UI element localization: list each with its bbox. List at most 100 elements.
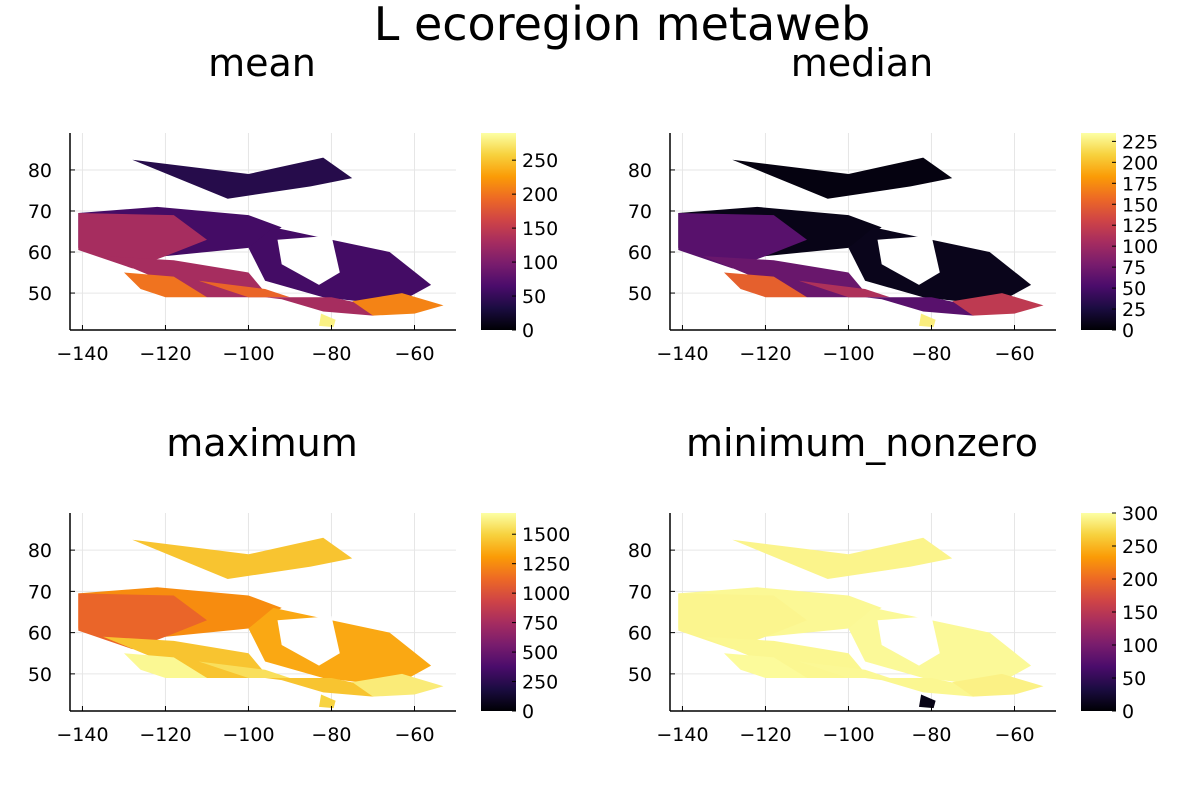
colorbar-tick-label: 0 — [1122, 701, 1134, 723]
colorbar-tick-label: 1000 — [522, 583, 570, 605]
y-tick-label: 60 — [28, 623, 52, 645]
y-tick-label: 80 — [628, 160, 652, 182]
colorbar-tick-label: 0 — [522, 320, 534, 342]
region-8 — [952, 673, 1044, 697]
region-8 — [352, 293, 444, 316]
region-0 — [132, 537, 353, 579]
colorbar-tick-label: 150 — [522, 218, 558, 240]
region-2 — [678, 213, 807, 269]
y-tick-label: 60 — [628, 242, 652, 264]
y-tick-label: 60 — [28, 242, 52, 264]
x-tick-label: −60 — [394, 343, 434, 365]
y-tick-label: 50 — [628, 664, 652, 686]
x-tick-label: −60 — [994, 724, 1034, 746]
x-tick-label: −60 — [994, 343, 1034, 365]
y-tick-label: 70 — [28, 201, 52, 223]
region-8 — [352, 673, 444, 697]
colorbar-tick-label: 200 — [1122, 152, 1158, 174]
nodata-region-0 — [877, 616, 940, 666]
colorbar-tick-label: 300 — [1122, 503, 1158, 525]
region-2 — [78, 213, 207, 269]
x-tick-label: −140 — [56, 343, 108, 365]
colorbar-tick-label: 250 — [522, 672, 558, 694]
colorbar-tick-label: 100 — [522, 252, 558, 274]
x-tick-label: −100 — [222, 724, 274, 746]
region-6 — [198, 280, 290, 298]
x-tick-label: −80 — [311, 343, 351, 365]
region-8 — [952, 293, 1044, 316]
subplot-title: maximum — [166, 421, 357, 465]
region-6 — [798, 280, 890, 298]
colorbar-tick-label: 25 — [1122, 299, 1146, 321]
region-0 — [132, 157, 353, 199]
colorbar-tick-label: 50 — [1122, 278, 1146, 300]
colorbar — [481, 133, 516, 330]
y-tick-label: 70 — [628, 581, 652, 603]
y-tick-label: 50 — [28, 283, 52, 305]
nodata-region-0 — [277, 616, 340, 666]
colorbar-tick-label: 200 — [522, 184, 558, 206]
colorbar-tick-label: 250 — [1122, 536, 1158, 558]
panel-3: −140 −120 −100 −80 −60 50 60 70 80 minimum_nonzer… — [628, 421, 1158, 746]
colorbar-tick-label: 0 — [1122, 320, 1134, 342]
x-tick-label: −140 — [56, 724, 108, 746]
region-6 — [798, 661, 890, 678]
colorbar-tick-label: 125 — [1122, 215, 1158, 237]
panel-0: −140 −120 −100 −80 −60 50 60 70 80 mean 0 50 100 150 2… — [28, 41, 558, 365]
subplot-title: minimum_nonzero — [686, 421, 1038, 465]
y-tick-label: 70 — [628, 201, 652, 223]
colorbar-tick-label: 500 — [522, 642, 558, 664]
y-tick-label: 50 — [628, 283, 652, 305]
region-9 — [919, 313, 936, 328]
region-5 — [724, 653, 807, 678]
region-9 — [919, 694, 936, 709]
y-tick-label: 80 — [28, 160, 52, 182]
panel-1: −140 −120 −100 −80 −6050607080median02550751… — [628, 41, 1158, 365]
x-tick-label: −120 — [139, 343, 191, 365]
x-tick-label: −100 — [222, 343, 274, 365]
colorbar-tick-label: 200 — [1122, 569, 1158, 591]
x-tick-label: −80 — [311, 724, 351, 746]
y-tick-label: 70 — [28, 581, 52, 603]
nodata-region-0 — [277, 235, 340, 285]
region-0 — [732, 157, 953, 199]
region-2 — [678, 593, 807, 650]
region-5 — [724, 272, 807, 298]
x-tick-label: −120 — [739, 343, 791, 365]
colorbar-tick-label: 50 — [522, 286, 546, 308]
colorbar — [481, 513, 516, 711]
colorbar — [1081, 133, 1116, 330]
x-tick-label: −80 — [911, 724, 951, 746]
colorbar-tick-label: 50 — [1122, 668, 1146, 690]
x-tick-label: −140 — [656, 343, 708, 365]
colorbar-tick-label: 75 — [1122, 257, 1146, 279]
region-9 — [319, 313, 336, 328]
subplot-title: mean — [208, 41, 316, 85]
y-tick-label: 80 — [628, 540, 652, 562]
x-tick-label: −120 — [139, 724, 191, 746]
colorbar-tick-label: 150 — [1122, 194, 1158, 216]
colorbar-tick-label: 150 — [1122, 602, 1158, 624]
panel-2: −140 −120 −100 −80 −60 50 60 70 80 maximum 0 250 500… — [28, 421, 571, 746]
colorbar-tick-label: 250 — [522, 150, 558, 172]
x-tick-label: −100 — [822, 724, 874, 746]
colorbar-tick-label: 100 — [1122, 635, 1158, 657]
region-5 — [124, 653, 207, 678]
colorbar-tick-label: 1250 — [522, 554, 570, 576]
x-tick-label: −120 — [739, 724, 791, 746]
region-6 — [198, 661, 290, 678]
colorbar-tick-label: 1500 — [522, 524, 570, 546]
region-5 — [124, 272, 207, 298]
region-9 — [319, 694, 336, 709]
colorbar-tick-label: 750 — [522, 613, 558, 635]
x-tick-label: −60 — [394, 724, 434, 746]
colorbar-tick-label: 175 — [1122, 173, 1158, 195]
y-tick-label: 50 — [28, 664, 52, 686]
y-tick-label: 80 — [28, 540, 52, 562]
x-tick-label: −100 — [822, 343, 874, 365]
colorbar-tick-label: 0 — [522, 701, 534, 723]
colorbar — [1081, 513, 1116, 711]
figure-title: L ecoregion metaweb — [374, 0, 871, 51]
x-tick-label: −140 — [656, 724, 708, 746]
